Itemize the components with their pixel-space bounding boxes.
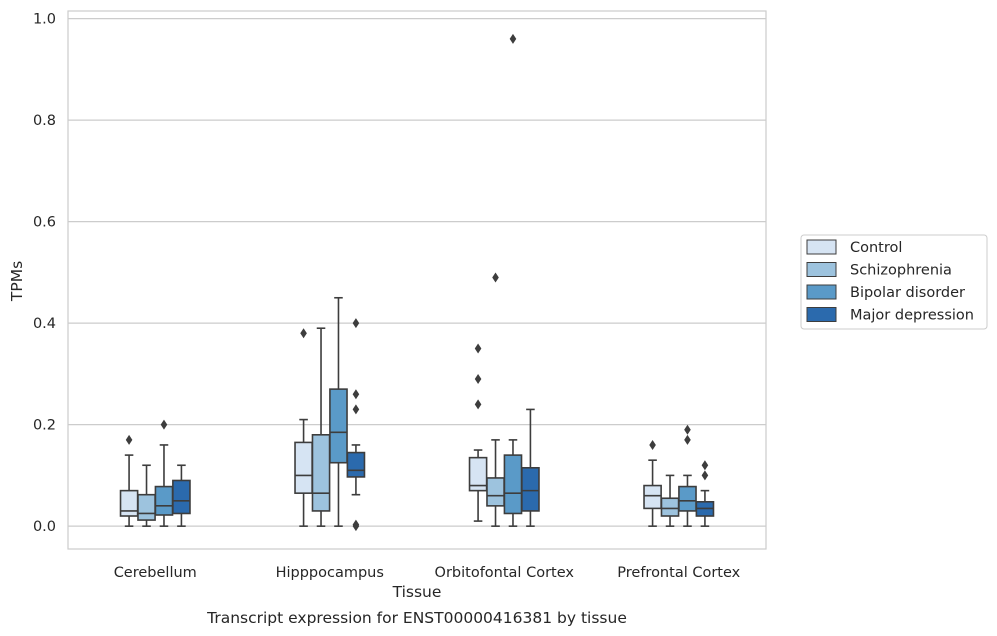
outlier-point [701, 460, 709, 471]
box-control [294, 328, 313, 527]
plot-area [67, 10, 767, 550]
box-schizophrenia [660, 474, 680, 527]
box-iqr [137, 493, 156, 521]
y-tick-label: 0.2 [33, 418, 56, 434]
x-tick-label: Hipppocampus [276, 565, 384, 581]
box-iqr [329, 388, 348, 464]
outlier-point [474, 343, 482, 354]
legend-swatch [806, 262, 837, 277]
x-tick-label: Cerebellum [114, 565, 197, 581]
box-iqr [643, 484, 662, 510]
x-tick-label: Orbitofontal Cortex [435, 565, 575, 581]
legend-label: Bipolar disorder [850, 285, 965, 301]
outlier-point [492, 272, 499, 283]
x-axis-label: Tissue [392, 583, 442, 601]
box-major-depression [521, 408, 540, 527]
box-iqr [172, 479, 191, 515]
box-iqr [311, 434, 331, 512]
outlier-point [300, 328, 307, 339]
outlier-point [474, 373, 482, 384]
outlier-point [684, 434, 691, 445]
legend: Control Schizophrenia Bipolar disorder Majo… [800, 234, 988, 330]
legend-swatch [806, 239, 837, 255]
y-tick-label: 1.0 [33, 12, 56, 28]
box-iqr [119, 489, 139, 517]
box-bipolar-disorder [329, 296, 348, 527]
box-control [643, 439, 662, 527]
legend-label: Major depression [850, 308, 974, 324]
box-schizophrenia [311, 327, 331, 527]
box-major-depression [346, 318, 366, 532]
y-axis-label: TPMs [8, 261, 26, 302]
box-iqr [154, 485, 174, 516]
outlier-point [509, 33, 517, 44]
y-tick-label: 0.8 [33, 113, 56, 129]
outlier-point [352, 519, 360, 530]
outlier-point [684, 424, 691, 435]
outlier-point [160, 419, 168, 430]
y-tick-label: 0.4 [33, 316, 56, 332]
box-bipolar-disorder [154, 419, 174, 527]
legend-swatch [806, 307, 837, 322]
box-iqr [346, 451, 366, 478]
box-iqr [503, 454, 523, 515]
x-tick-labels: Cerebellum Hipppocampus Orbitofontal Corte… [114, 565, 741, 581]
y-tick-label: 0.0 [33, 519, 56, 535]
outlier-point [125, 434, 133, 445]
legend-label: Control [850, 240, 902, 256]
boxes [119, 33, 715, 532]
legend-label: Schizophrenia [850, 263, 952, 279]
box-major-depression [695, 460, 715, 527]
outlier-point [701, 470, 709, 481]
outlier-point [474, 399, 482, 410]
box-iqr [486, 477, 505, 507]
box-control [119, 434, 139, 527]
box-iqr [468, 456, 488, 492]
legend-items: Control Schizophrenia Bipolar disorder Majo… [806, 239, 974, 324]
legend-swatch [806, 284, 837, 300]
outlier-point [352, 404, 360, 415]
chart-caption: Transcript expression for ENST0000041638… [206, 609, 627, 627]
y-tick-labels: 0.0 0.2 0.4 0.6 0.8 1.0 [33, 12, 56, 536]
gridlines [68, 18, 766, 527]
box-iqr [521, 466, 540, 512]
outlier-point [352, 318, 360, 329]
box-bipolar-disorder [678, 424, 697, 527]
legend-frame [800, 234, 988, 330]
box-iqr [678, 485, 697, 512]
box-schizophrenia [486, 272, 505, 527]
box-control [468, 343, 488, 522]
box-iqr [660, 497, 680, 517]
box-schizophrenia [137, 464, 156, 527]
box-bipolar-disorder [503, 33, 523, 527]
outlier-point [352, 389, 360, 400]
x-tick-label: Prefrontal Cortex [617, 565, 740, 581]
y-tick-label: 0.6 [33, 215, 56, 231]
outlier-point [649, 439, 656, 450]
box-major-depression [172, 464, 191, 527]
box-iqr [294, 441, 313, 494]
